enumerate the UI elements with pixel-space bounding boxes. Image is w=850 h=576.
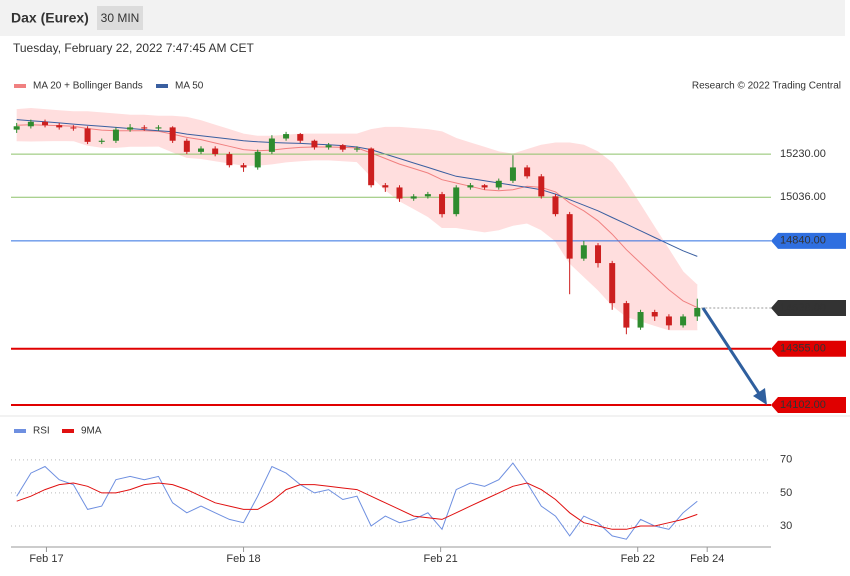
candle-body (183, 140, 190, 152)
candle-body (410, 196, 417, 199)
candle-body (481, 185, 488, 188)
legend-swatch (14, 429, 26, 433)
legend-swatch (14, 84, 26, 88)
forecast-arrow (701, 307, 762, 396)
level-label: 15036.00 (780, 191, 826, 203)
level-label-box (771, 340, 846, 357)
candle-body (42, 121, 49, 126)
level-label-box (771, 300, 846, 317)
candle-body (453, 187, 460, 215)
candle-body (353, 148, 360, 150)
legend-label: RSI (33, 426, 50, 437)
timestamp: Tuesday, February 22, 2022 7:47:45 AM CE… (13, 41, 254, 55)
candle-body (169, 127, 176, 141)
timeframe-badge[interactable] (97, 6, 143, 30)
forecast-arrowhead (753, 388, 767, 405)
candle-body (580, 245, 587, 259)
level-label-box (771, 232, 846, 249)
candle-body (694, 308, 701, 317)
candle-body (651, 312, 658, 317)
candle-body (127, 127, 134, 130)
candle-body (680, 316, 687, 326)
timeframe[interactable]: 30 MIN (101, 11, 140, 25)
candle-body (325, 145, 332, 148)
candle-body (212, 148, 219, 155)
candle-body (70, 127, 77, 129)
legend-label: 9MA (81, 426, 102, 437)
candle-body (595, 245, 602, 264)
candle-body (297, 134, 304, 141)
candle-body (240, 165, 247, 168)
candle-body (56, 125, 63, 128)
level-label: 14538.00 (780, 302, 826, 314)
candle-body (495, 180, 502, 188)
candle-body (268, 138, 275, 152)
rsi-line (16, 482, 698, 530)
candle-body (13, 126, 20, 130)
x-tick-label: Feb 22 (621, 553, 655, 565)
level-label-box (771, 396, 846, 413)
level-label: 14102.00 (780, 399, 826, 411)
candle-body (623, 303, 630, 328)
candle-body (283, 134, 290, 139)
level-label: 14840.00 (780, 235, 826, 247)
candle-body (254, 151, 261, 168)
candle-body (382, 185, 389, 188)
candle-body (566, 214, 573, 259)
rsi-tick-label: 30 (780, 520, 792, 532)
candle-body (396, 187, 403, 199)
x-tick-label: Feb 18 (226, 553, 260, 565)
legend-label: MA 50 (175, 81, 204, 92)
x-tick-label: Feb 21 (424, 553, 458, 565)
candle-body (467, 185, 474, 188)
bollinger-lower (16, 139, 698, 331)
rsi-line (16, 462, 698, 540)
rsi-tick-label: 70 (780, 454, 792, 466)
candle-body (141, 127, 148, 129)
x-tick-label: Feb 24 (690, 553, 724, 565)
candle-body (509, 167, 516, 181)
candle-body (112, 129, 119, 141)
legend-label: MA 20 + Bollinger Bands (33, 81, 143, 92)
candle-body (198, 148, 204, 152)
candle-body (609, 263, 616, 304)
candle-body (84, 128, 91, 142)
candle-body (226, 154, 233, 166)
candle-body (311, 140, 318, 148)
candle-body (368, 148, 375, 186)
credit: Research © 2022 Trading Central (692, 81, 841, 92)
candle-body (552, 196, 559, 215)
candle-body (637, 312, 644, 328)
candle-body (538, 176, 545, 197)
candle-body (524, 167, 531, 177)
bollinger-fill (16, 108, 698, 330)
rsi-tick-label: 50 (780, 487, 792, 499)
instrument-title: Dax (Eurex) (11, 10, 89, 26)
candle-body (424, 194, 431, 197)
candle-body (155, 127, 162, 129)
level-label: 15230.00 (780, 148, 826, 160)
legend-swatch (62, 429, 74, 433)
legend-swatch (156, 84, 168, 88)
candle-body (339, 145, 346, 150)
candle-body (27, 121, 34, 127)
x-tick-label: Feb 17 (29, 553, 63, 565)
candle-body (665, 316, 672, 326)
candle-body (98, 140, 105, 142)
candle-body (439, 194, 446, 215)
level-label: 14355.00 (780, 343, 826, 355)
bollinger-upper (16, 107, 698, 286)
